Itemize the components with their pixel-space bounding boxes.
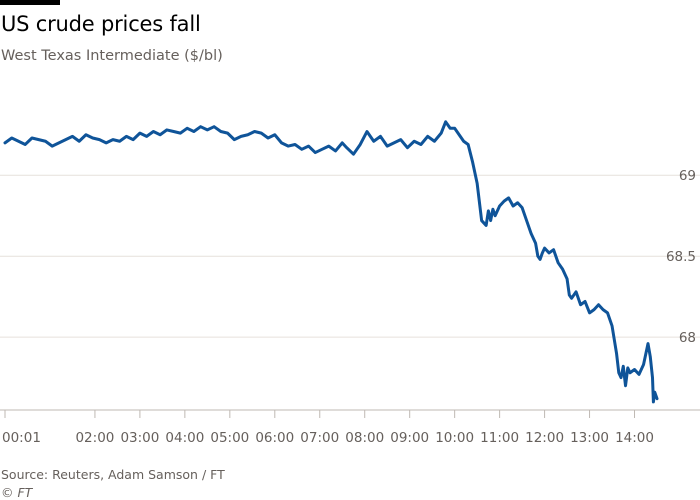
x-tick-label: 10:00 [435,430,474,446]
x-tick-label: 07:00 [300,430,339,446]
x-tick-label: 06:00 [255,430,294,446]
x-tick-label: 14:00 [615,430,654,446]
title-accent-bar [0,0,60,5]
chart-title: US crude prices fall [1,12,201,36]
x-axis [0,409,700,418]
y-tick-label: 69 [679,168,696,184]
x-tick-label: 02:00 [75,430,114,446]
x-tick-label: 08:00 [345,430,384,446]
chart-subtitle: West Texas Intermediate ($/bl) [1,48,223,64]
y-tick-label: 68.5 [666,249,696,265]
x-tick-label: 13:00 [570,430,609,446]
x-tick-label: 09:00 [390,430,429,446]
x-tick-label: 03:00 [120,430,159,446]
x-tick-label: 11:00 [480,430,519,446]
tick-labels: 69 68.5 68 00:01 02:00 03:00 04:00 05:00 06:00 07… [2,168,696,446]
x-tick-label: 04:00 [165,430,204,446]
x-tick-label: 00:01 [2,430,41,446]
source-note: Source: Reuters, Adam Samson / FT [1,467,225,482]
y-tick-label: 68 [679,330,696,346]
copyright-note: © FT [1,485,33,500]
grid-layer [0,174,700,338]
wti-price-line [3,120,659,404]
x-tick-label: 12:00 [525,430,564,446]
x-tick-label: 05:00 [210,430,249,446]
series-layer [3,120,659,404]
